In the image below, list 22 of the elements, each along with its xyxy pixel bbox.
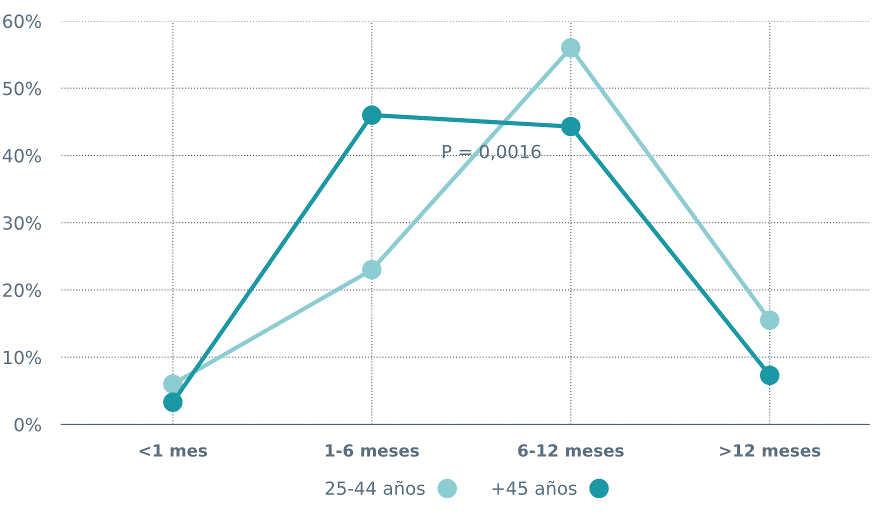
y-tick-label: 20% <box>3 283 42 298</box>
x-tick-label: <1 mes <box>140 444 208 457</box>
legend-label: +45 años <box>492 480 576 496</box>
y-tick-label: 50% <box>3 82 42 96</box>
point <box>163 374 183 394</box>
y-tick-label: 10% <box>4 350 42 364</box>
y-tick-label: 40% <box>2 148 42 163</box>
point <box>362 105 382 125</box>
y-tick-label: 60% <box>3 14 42 28</box>
point <box>561 38 581 58</box>
annotation: P = 0,0016 <box>442 144 541 160</box>
point <box>362 260 382 280</box>
x-tick-label: 6-12 meses <box>518 444 624 457</box>
y-tick-label: 0% <box>14 418 42 432</box>
y-tick-label: 30% <box>3 216 42 230</box>
legend-label: 25-44 años <box>326 480 425 496</box>
x-tick-label: >12 meses <box>720 444 820 457</box>
point <box>561 116 581 136</box>
point <box>760 366 780 386</box>
x-tick-label: 1-6 meses <box>326 444 419 457</box>
point <box>163 392 183 412</box>
point <box>760 310 780 330</box>
